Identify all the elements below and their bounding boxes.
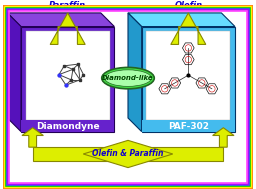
- Polygon shape: [142, 26, 235, 132]
- Text: PAF-302: PAF-302: [168, 122, 209, 131]
- Polygon shape: [146, 31, 230, 120]
- Polygon shape: [21, 26, 114, 132]
- Polygon shape: [128, 13, 235, 26]
- Text: Olefin & Paraffin: Olefin & Paraffin: [92, 149, 164, 159]
- Polygon shape: [50, 13, 85, 44]
- Text: Diamondyne: Diamondyne: [36, 122, 100, 131]
- Polygon shape: [21, 120, 114, 132]
- Polygon shape: [128, 13, 142, 132]
- Text: Olefin: Olefin: [174, 1, 202, 10]
- Text: Diamond-like: Diamond-like: [102, 75, 154, 81]
- Polygon shape: [213, 128, 234, 147]
- Polygon shape: [83, 140, 173, 168]
- Ellipse shape: [102, 67, 154, 89]
- Polygon shape: [33, 147, 223, 161]
- Polygon shape: [7, 13, 21, 132]
- Ellipse shape: [105, 70, 151, 86]
- Polygon shape: [7, 13, 114, 26]
- Polygon shape: [26, 31, 110, 120]
- Polygon shape: [171, 13, 206, 44]
- Text: Paraffin: Paraffin: [49, 1, 86, 10]
- Polygon shape: [142, 120, 235, 132]
- Polygon shape: [22, 128, 43, 147]
